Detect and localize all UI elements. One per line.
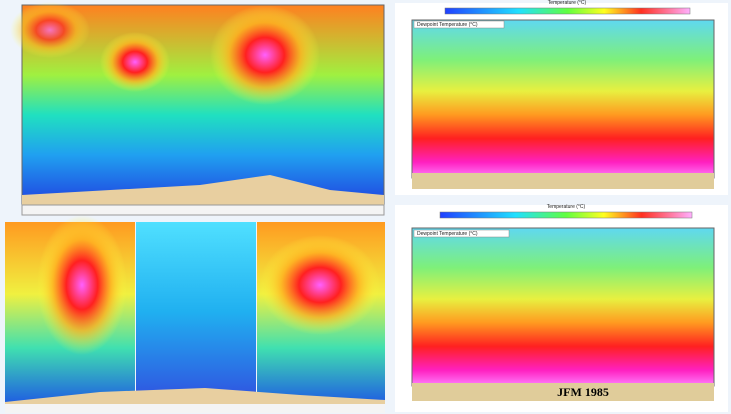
- hot-spot: [10, 2, 90, 58]
- colorbar: [440, 212, 692, 218]
- collage: Temperature (°C) Dewpoint Temperature (°…: [0, 0, 731, 414]
- plot-area: [412, 20, 714, 178]
- plot-area: [412, 228, 714, 386]
- ground: [412, 173, 714, 189]
- hot-spot: [100, 32, 170, 92]
- hot-spot: [260, 235, 380, 335]
- top-left-panel: [10, 2, 384, 215]
- plot-area: [136, 222, 256, 402]
- legend-label: Dewpoint Temperature (°C): [417, 22, 478, 28]
- hot-spot: [210, 5, 320, 105]
- bottom-right-panel: Temperature (°C) Dewpoint Temperature (°…: [395, 204, 728, 412]
- page: {"panels": {"top_right": {"colorbar_titl…: [0, 0, 731, 414]
- colorbar-title: Temperature (°C): [548, 0, 587, 6]
- colorbar: [445, 8, 690, 14]
- legend-label: Dewpoint Temperature (°C): [417, 231, 478, 237]
- colorbar-title: Temperature (°C): [547, 204, 586, 210]
- caption: JFM 1985: [557, 385, 609, 399]
- bottom-left-panels: [5, 215, 385, 413]
- top-right-panel: Temperature (°C) Dewpoint Temperature (°…: [395, 0, 728, 195]
- axis-strip: [5, 404, 385, 413]
- hot-spot: [37, 215, 127, 355]
- axis-strip: [22, 205, 384, 215]
